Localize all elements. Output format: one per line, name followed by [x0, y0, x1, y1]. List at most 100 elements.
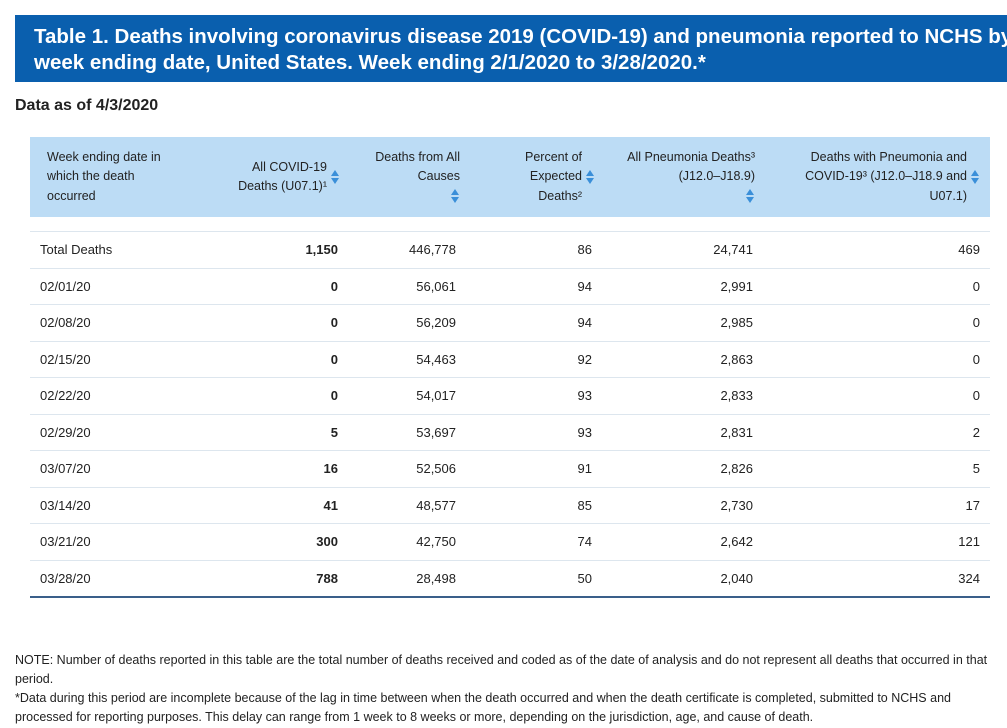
column-header[interactable]: Percent of Expected Deaths² [470, 137, 605, 217]
table-cell: 03/14/20 [30, 487, 185, 524]
table-cell: 74 [470, 523, 605, 561]
table-cell: 41 [185, 487, 350, 524]
table-cell: 86 [470, 231, 605, 269]
table-cell: 92 [470, 341, 605, 378]
table-row: 03/28/20 788 28,498 50 2,040 324 [30, 560, 990, 598]
data-date: Data as of 4/3/2020 [15, 97, 159, 114]
note: *Data during this period are incomplete … [15, 691, 951, 724]
table-cell: 94 [470, 268, 605, 305]
table-row: 02/29/20 5 53,697 93 2,831 2 [30, 414, 990, 451]
table-cell: 5 [765, 450, 990, 488]
column-label: Percent of Expected Deaths² [525, 149, 582, 203]
table-cell: 02/08/20 [30, 304, 185, 342]
table-cell: 93 [470, 414, 605, 451]
table-cell: 0 [185, 377, 350, 415]
table-cell: 48,577 [350, 487, 470, 524]
table-cell: 324 [765, 560, 990, 598]
table-cell: 2,642 [605, 523, 765, 561]
table-cell: 24,741 [605, 231, 765, 269]
column-header[interactable]: Deaths from All Causes [350, 137, 470, 217]
table-cell: 03/28/20 [30, 560, 185, 598]
column-header[interactable]: All COVID-19 Deaths (U07.1)¹ [185, 137, 350, 217]
table-cell: 17 [765, 487, 990, 524]
table-cell: 50 [470, 560, 605, 598]
table-cell: 2,831 [605, 414, 765, 451]
table-cell: 02/15/20 [30, 341, 185, 378]
table-cell: 2,863 [605, 341, 765, 378]
table-cell: 93 [470, 377, 605, 415]
spacer-row [30, 217, 990, 232]
table-cell: 85 [470, 487, 605, 524]
header-row: Week ending date in which the death occu… [30, 137, 990, 217]
sort-icon [331, 170, 339, 184]
table-cell: 0 [765, 377, 990, 415]
table-title: Table 1. Deaths involving coronavirus di… [34, 25, 1007, 74]
table-cell: 1,150 [185, 231, 350, 269]
table-cell: 42,750 [350, 523, 470, 561]
spacer [30, 217, 990, 232]
notes: NOTE: Number of deaths reported in this … [15, 651, 995, 727]
table-cell: 03/21/20 [30, 523, 185, 561]
column-header[interactable]: All Pneumonia Deaths³ (J12.0–J18.9) [605, 137, 765, 217]
sort-icon [971, 170, 979, 184]
column-label: Deaths with Pneumonia and COVID-19³ (J12… [805, 149, 967, 203]
table-cell: 02/29/20 [30, 414, 185, 451]
column-header: Week ending date in which the death occu… [30, 137, 185, 217]
table-cell: 56,061 [350, 268, 470, 305]
table-cell: 02/01/20 [30, 268, 185, 305]
table-cell: 788 [185, 560, 350, 598]
table-cell: 300 [185, 523, 350, 561]
table-cell: 56,209 [350, 304, 470, 342]
table-cell: 0 [765, 304, 990, 342]
table-cell: 03/07/20 [30, 450, 185, 488]
table-cell: 5 [185, 414, 350, 451]
column-header[interactable]: Deaths with Pneumonia and COVID-19³ (J12… [765, 137, 990, 217]
table-row: 02/22/20 0 54,017 93 2,833 0 [30, 377, 990, 415]
table-cell: 0 [765, 268, 990, 305]
table-row: 02/01/20 0 56,061 94 2,991 0 [30, 268, 990, 305]
table-row: 02/08/20 0 56,209 94 2,985 0 [30, 304, 990, 342]
column-label: Deaths from All Causes [375, 149, 460, 184]
table-cell: 91 [470, 450, 605, 488]
table-cell: 2,730 [605, 487, 765, 524]
column-label: Week ending date in which the death occu… [47, 149, 161, 203]
note: NOTE: Number of deaths reported in this … [15, 653, 988, 686]
table-cell: 2 [765, 414, 990, 451]
table-cell: 121 [765, 523, 990, 561]
sort-icon [451, 189, 459, 204]
table-cell: 0 [185, 341, 350, 378]
table-row: 03/07/20 16 52,506 91 2,826 5 [30, 450, 990, 488]
table-cell: 54,017 [350, 377, 470, 415]
table-cell: 54,463 [350, 341, 470, 378]
table-cell: Total Deaths [30, 231, 185, 269]
table-cell: 0 [185, 268, 350, 305]
table-cell: 2,833 [605, 377, 765, 415]
table-cell: 28,498 [350, 560, 470, 598]
table-cell: 53,697 [350, 414, 470, 451]
sort-icon [746, 189, 754, 204]
table-cell: 2,991 [605, 268, 765, 305]
table-cell: 0 [765, 341, 990, 378]
table-cell: 2,040 [605, 560, 765, 598]
table-row: 03/21/20 300 42,750 74 2,642 121 [30, 523, 990, 561]
title-banner: Table 1. Deaths involving coronavirus di… [15, 15, 1007, 82]
table-cell: 446,778 [350, 231, 470, 269]
table-row: 02/15/20 0 54,463 92 2,863 0 [30, 341, 990, 378]
table-cell: 16 [185, 450, 350, 488]
table-cell: 94 [470, 304, 605, 342]
column-label: All COVID-19 Deaths (U07.1)¹ [238, 159, 327, 194]
table-row: Total Deaths 1,150 446,778 86 24,741 469 [30, 231, 990, 269]
table-cell: 52,506 [350, 450, 470, 488]
table-cell: 0 [185, 304, 350, 342]
sort-icon [586, 170, 594, 184]
table-row: 03/14/20 41 48,577 85 2,730 17 [30, 487, 990, 524]
table-cell: 469 [765, 231, 990, 269]
table-body: Total Deaths 1,150 446,778 86 24,741 469 02/01… [30, 217, 990, 598]
table-cell: 2,985 [605, 304, 765, 342]
table-cell: 02/22/20 [30, 377, 185, 415]
table-cell: 2,826 [605, 450, 765, 488]
column-label: All Pneumonia Deaths³ (J12.0–J18.9) [627, 149, 755, 184]
data-table: Week ending date in which the death occu… [30, 137, 990, 598]
